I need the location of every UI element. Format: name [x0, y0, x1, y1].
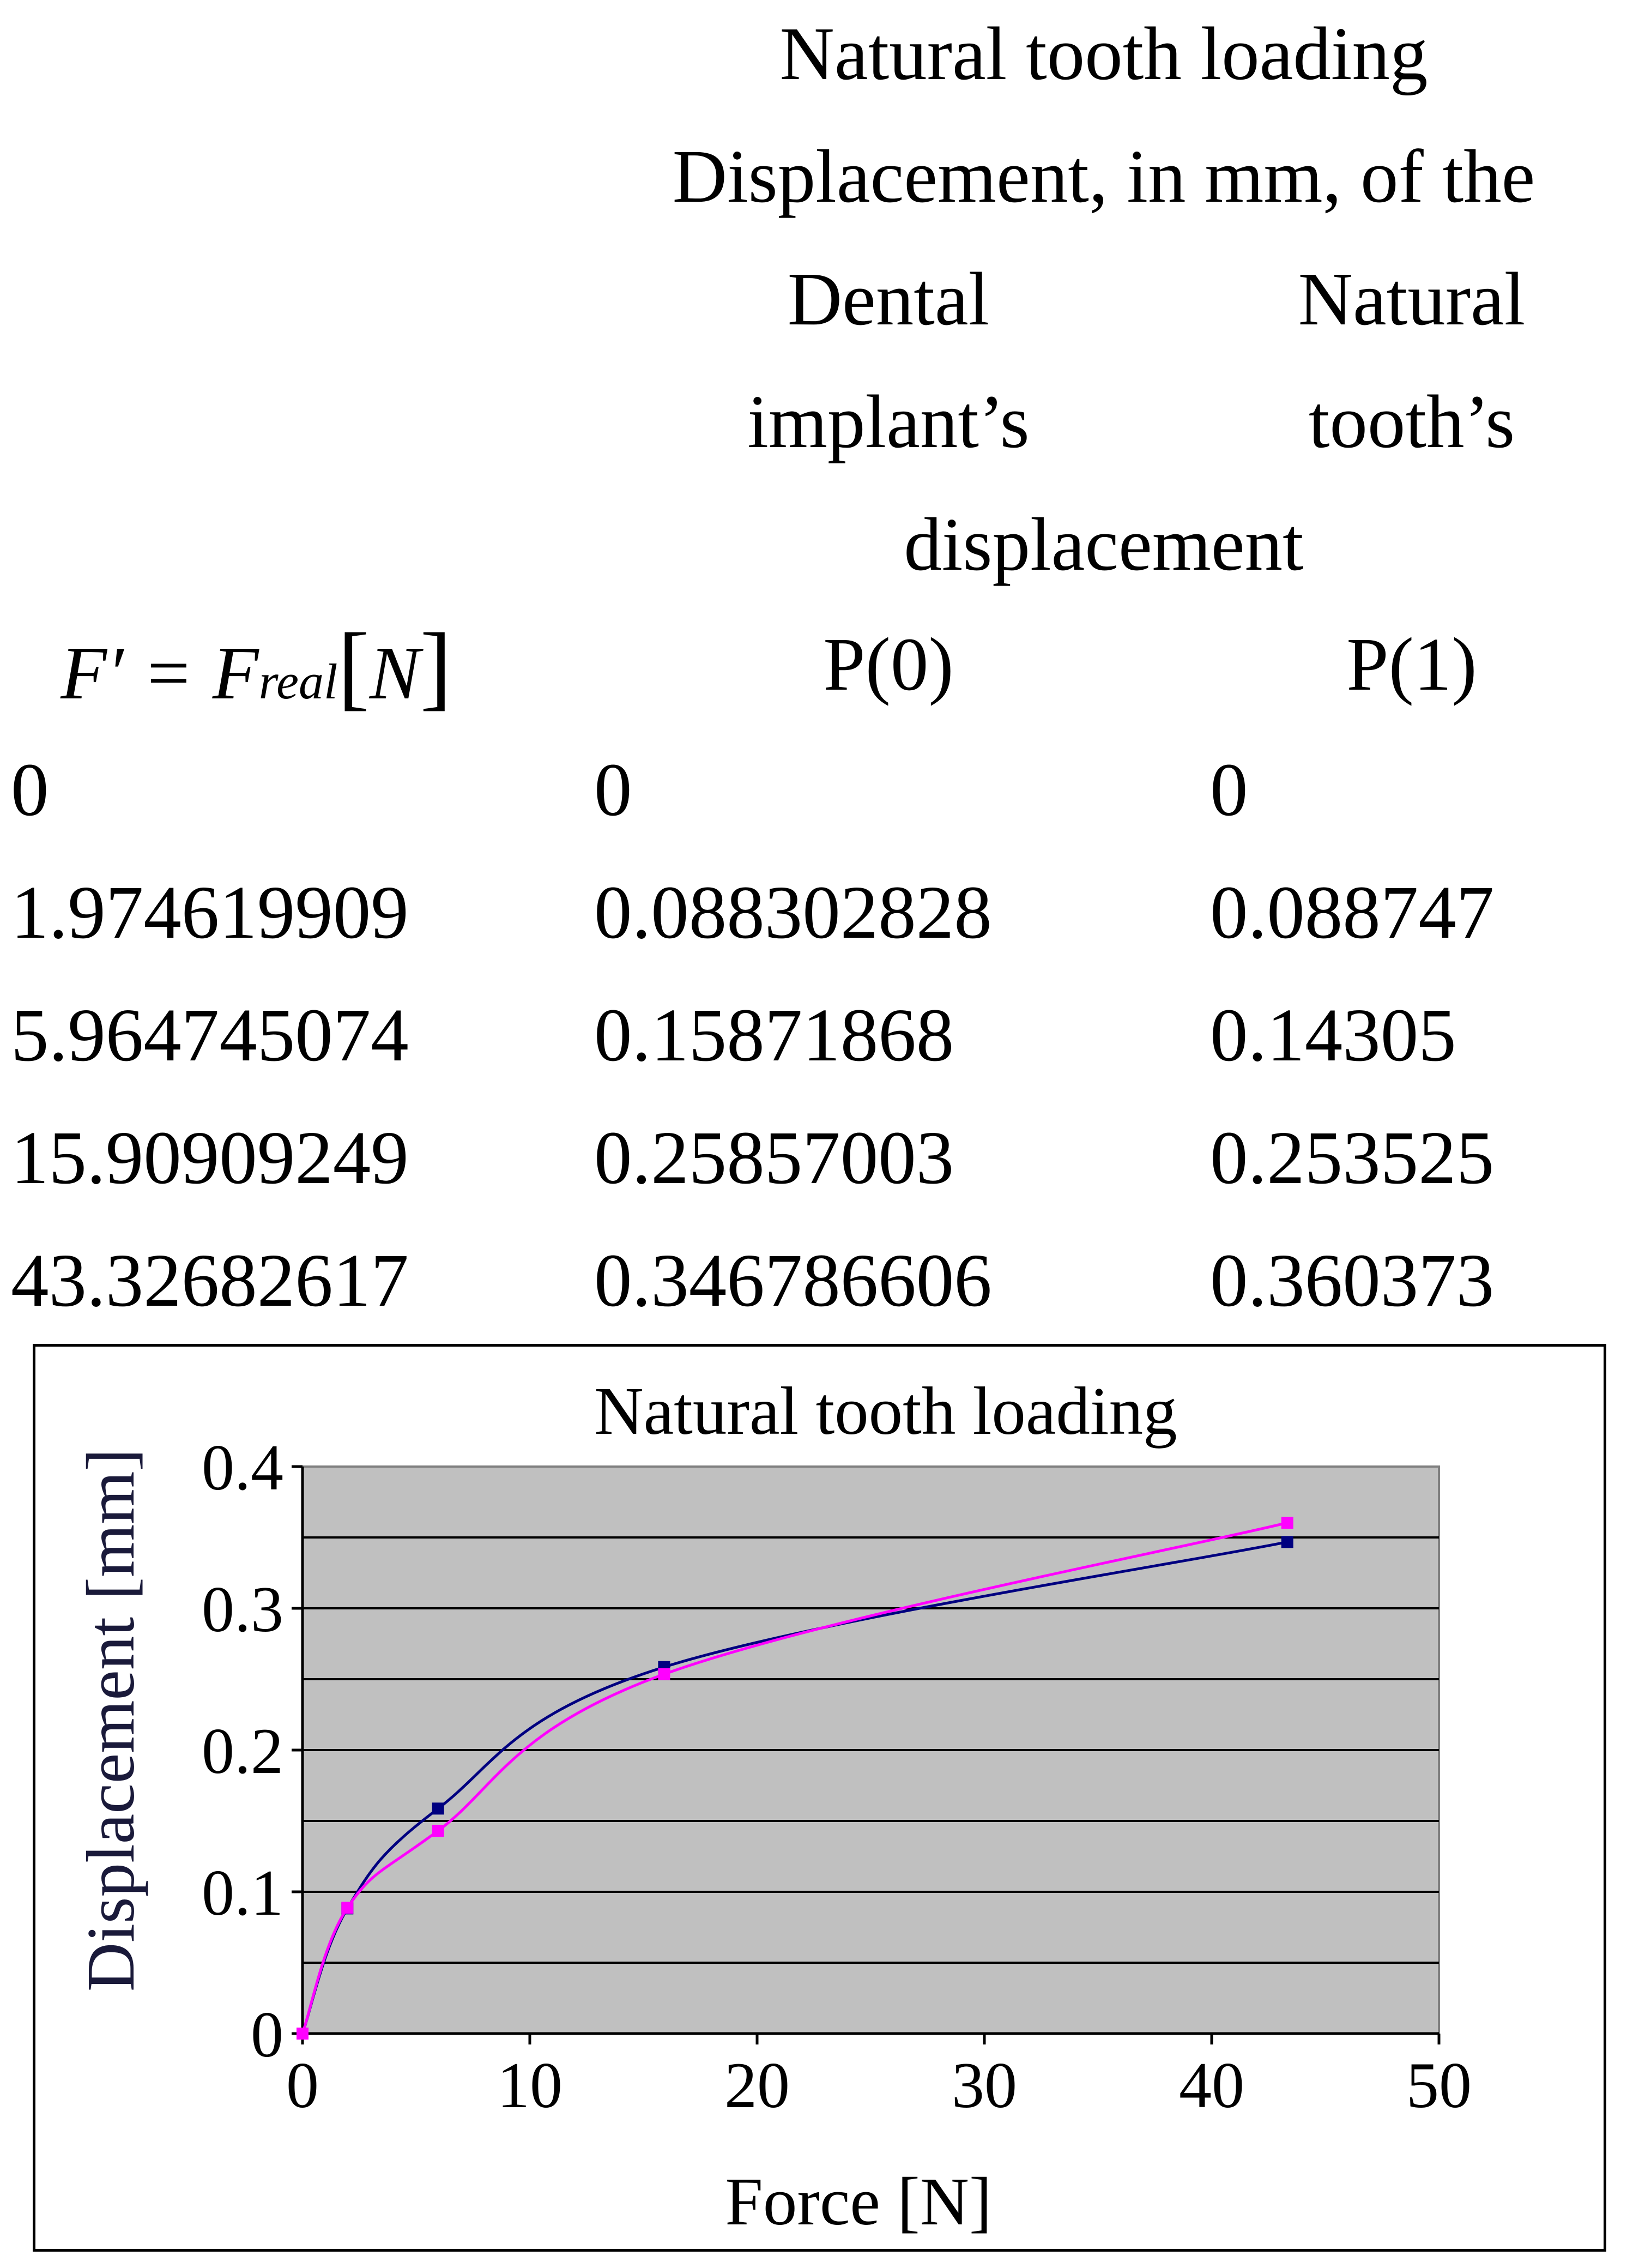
table-cell: 0.14305 [1210, 993, 1456, 1077]
y-tick-label: 0.4 [202, 1431, 283, 1504]
chart-title: Natural tooth loading [594, 1374, 1177, 1449]
table-cell: 15.90909249 [11, 1116, 409, 1200]
data-point [432, 1802, 444, 1815]
table-cell: 0.088302828 [594, 871, 992, 955]
data-point [341, 1902, 354, 1914]
x-axis-label: Force [N] [725, 2164, 991, 2240]
y-tick-label: 0 [251, 1998, 283, 2071]
col1-code: P(0) [823, 623, 954, 707]
x-tick-label: 30 [952, 2049, 1017, 2121]
table-cell: 5.964745074 [11, 993, 409, 1077]
data-point [432, 1825, 444, 1837]
data-point [1281, 1517, 1293, 1529]
table-cell: 0.25857003 [594, 1116, 954, 1200]
table-subtitle: Displacement, in mm, of the [672, 135, 1535, 219]
table-cell: 0.15871868 [594, 993, 954, 1077]
data-point [658, 1668, 670, 1680]
table-cell: 1.974619909 [11, 871, 409, 955]
x-tick-label: 10 [497, 2049, 563, 2121]
shared-head: displacement [904, 503, 1304, 587]
table-cell: 0.346786606 [594, 1239, 992, 1323]
col2-head-line1: Natural [1298, 257, 1526, 341]
force-symbol-unit: N [369, 631, 420, 715]
y-axis-label: Displacement [mm] [74, 1449, 149, 1992]
table-cell: 0 [1210, 748, 1248, 832]
y-tick-label: 0.1 [202, 1856, 283, 1929]
data-point [297, 2028, 309, 2040]
force-symbol-main: F′ = F [61, 631, 259, 715]
x-tick-label: 40 [1179, 2049, 1244, 2121]
y-tick-label: 0.2 [202, 1715, 283, 1787]
col2-code: P(1) [1346, 623, 1477, 707]
table-cell: 0 [594, 748, 632, 832]
y-tick-label: 0.3 [202, 1573, 283, 1645]
x-tick-label: 0 [286, 2049, 319, 2121]
col2-head-line2: tooth’s [1308, 380, 1515, 464]
force-symbol: F′ = Freal[N] [61, 613, 452, 719]
table-cell: 0 [11, 748, 49, 832]
x-tick-label: 20 [724, 2049, 790, 2121]
table-title: Natural tooth loading [779, 12, 1428, 96]
table-cell: 0.253525 [1210, 1116, 1495, 1200]
col1-head-line2: implant’s [747, 380, 1030, 464]
data-point [1281, 1536, 1293, 1548]
table-cell: 43.32682617 [11, 1239, 409, 1323]
force-symbol-sub: real [258, 654, 338, 709]
table-cell: 0.360373 [1210, 1239, 1495, 1323]
x-tick-label: 50 [1406, 2049, 1472, 2121]
table-cell: 0.088747 [1210, 871, 1495, 955]
col1-head-line1: Dental [787, 257, 990, 341]
